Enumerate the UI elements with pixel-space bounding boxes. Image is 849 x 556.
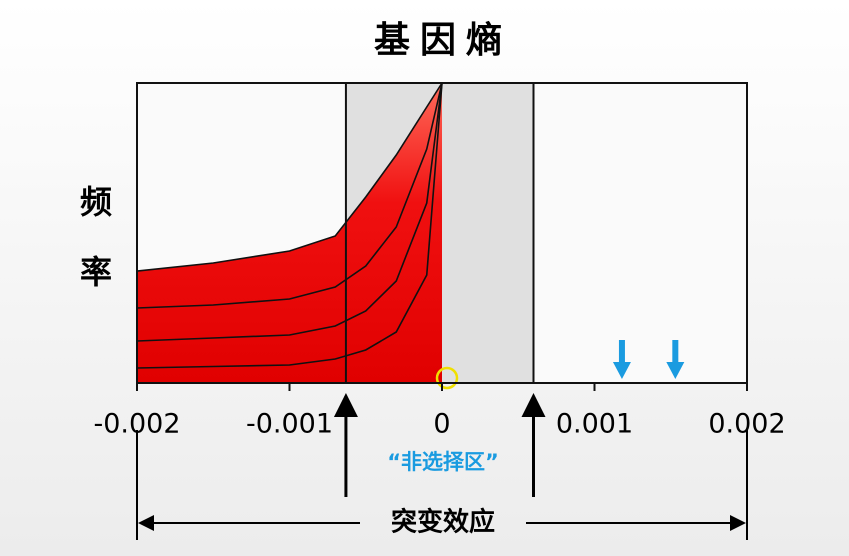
mutation-arrow	[612, 340, 631, 379]
region-label: “非选择区”	[387, 450, 499, 474]
y-axis-label: 频率	[75, 185, 113, 325]
bottom-label: 突变效应	[391, 507, 495, 538]
zero-highlight	[435, 366, 459, 390]
curve	[136, 82, 443, 309]
x-tick-label: -0.001	[246, 409, 333, 440]
x-tick-label: -0.002	[93, 409, 180, 440]
x-tick-label: 0	[433, 409, 450, 440]
x-tick-label: 0.002	[708, 409, 785, 440]
curve	[136, 82, 443, 272]
area	[137, 83, 442, 383]
curve	[136, 82, 443, 342]
chart-title: 基因熵	[374, 20, 512, 61]
x-tick-label: 0.001	[556, 409, 633, 440]
mutation-arrow	[666, 340, 685, 379]
curve	[136, 82, 443, 369]
